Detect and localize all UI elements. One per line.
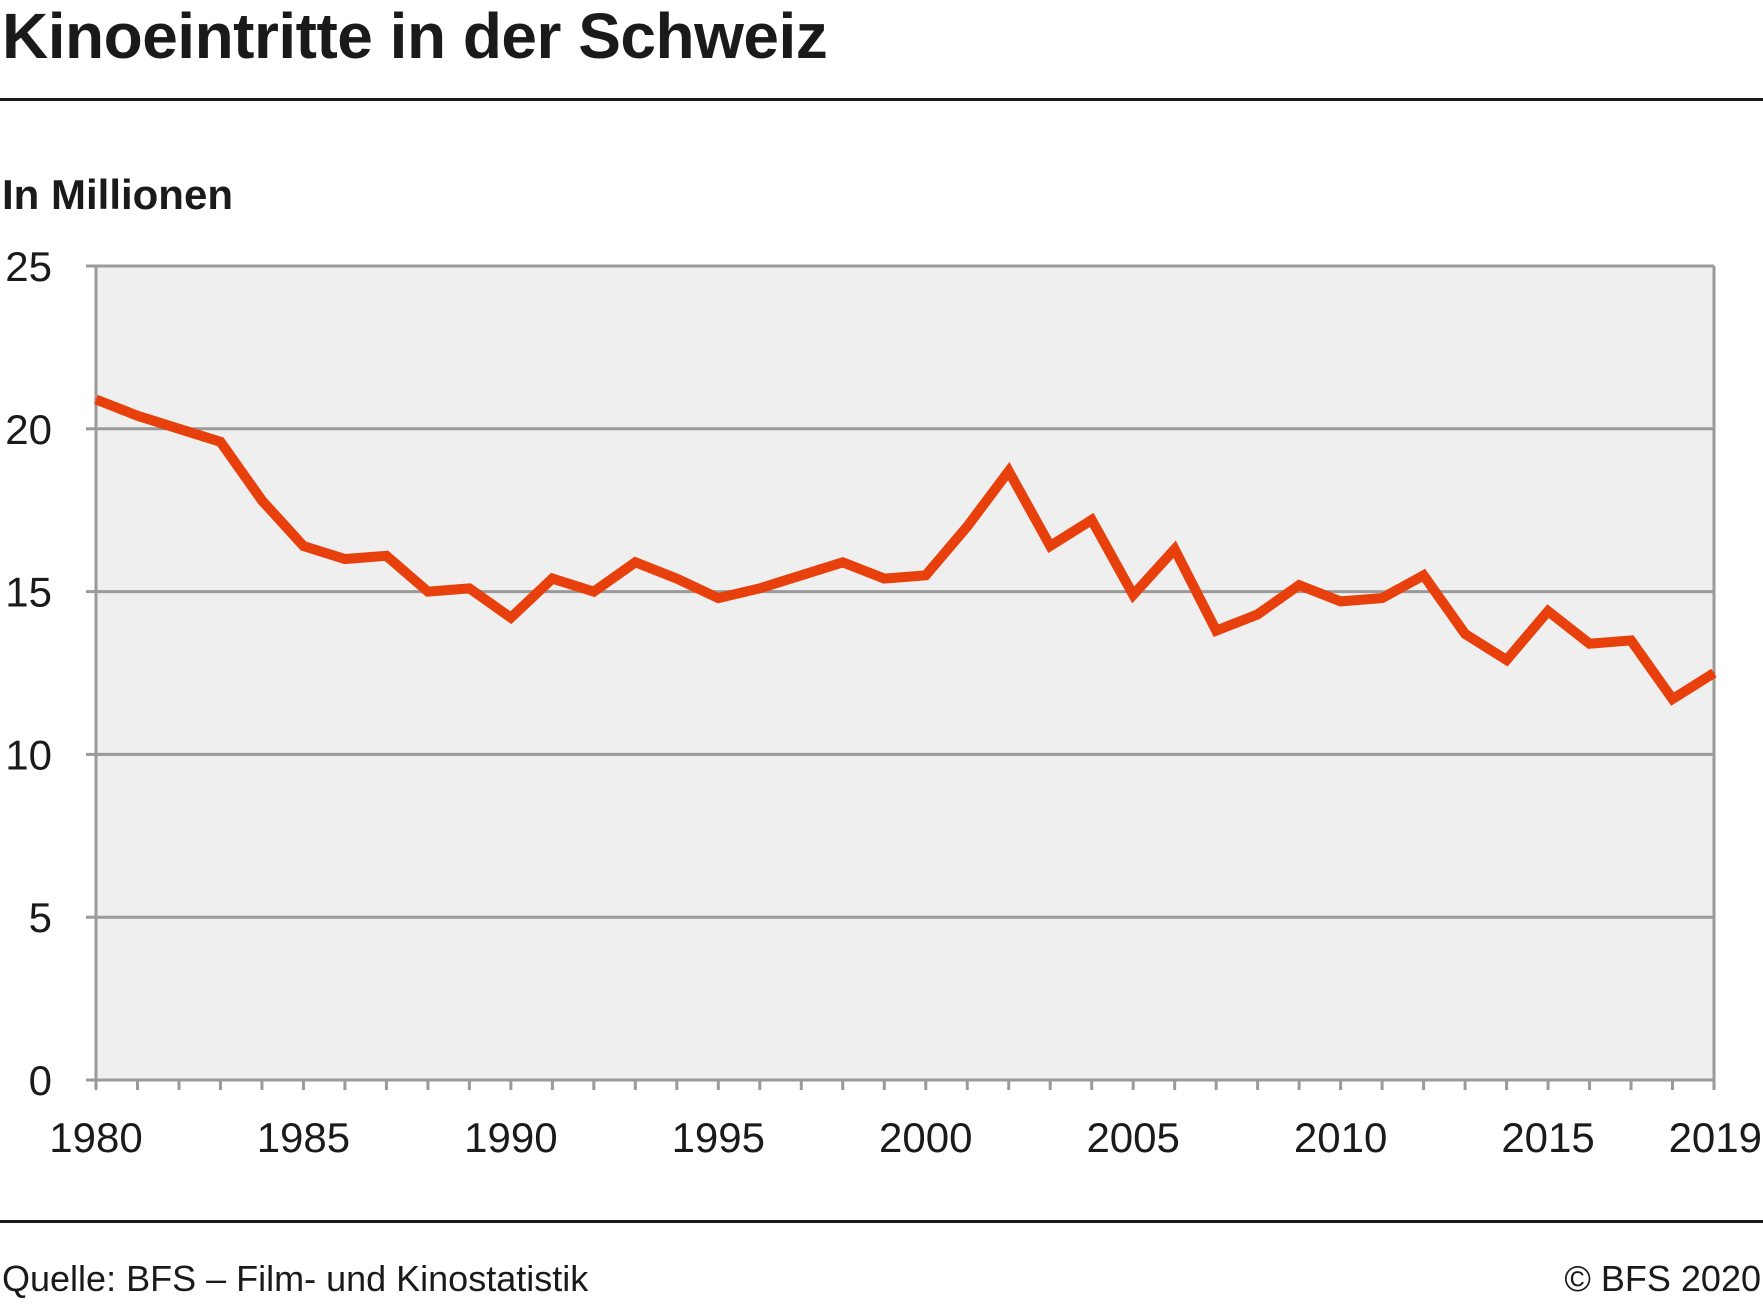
data-point-1992 [592,590,595,593]
data-point-1998 [841,561,844,564]
data-point-2012 [1422,574,1425,577]
data-point-1993 [634,561,637,564]
data-point-2007 [1215,629,1218,632]
x-tick-label-1995: 1995 [672,1114,765,1161]
data-point-2011 [1381,597,1384,600]
data-point-2017 [1630,639,1633,642]
y-tick-label-25: 25 [5,243,52,290]
data-point-1996 [758,587,761,590]
data-point-1986 [343,558,346,561]
x-tick-label-1990: 1990 [464,1114,557,1161]
data-point-1988 [426,590,429,593]
data-point-1994 [675,577,678,580]
copyright-note: © BFS 2020 [1564,1258,1761,1299]
data-point-2002 [1007,470,1010,473]
data-point-2008 [1256,613,1259,616]
plot-area [96,266,1714,1080]
x-tick-marks [94,1080,1716,1090]
x-tick-label-2019: 2019 [1669,1114,1762,1161]
y-tick-label-20: 20 [5,406,52,453]
data-point-2004 [1090,518,1093,521]
data-point-1989 [468,587,471,590]
data-point-1983 [219,440,222,443]
data-point-1997 [800,574,803,577]
y-tick-label-10: 10 [5,731,52,778]
data-point-2009 [1298,584,1301,587]
y-axis-unit-label: In Millionen [2,171,233,218]
data-point-1982 [177,427,180,430]
data-point-1981 [136,414,139,417]
chart-title: Kinoeintritte in der Schweiz [2,0,828,72]
data-point-2005 [1132,593,1135,596]
data-point-2000 [924,574,927,577]
x-tick-label-1985: 1985 [257,1114,350,1161]
data-point-2018 [1671,698,1674,701]
footer-rule [0,1220,1763,1223]
data-point-1980 [95,398,97,401]
data-point-1985 [302,545,305,548]
line-chart: 0 5 10 15 20 25 1980 1985 1990 1995 2000 2005 2010 2… [5,243,1762,1161]
data-point-1999 [883,577,886,580]
series-line-0 [94,394,1717,706]
source-note: Quelle: BFS – Film- und Kinostatistik [2,1258,589,1299]
y-tick-label-5: 5 [29,894,52,941]
x-tick-label-2005: 2005 [1086,1114,1179,1161]
x-tick-labels: 1980 1985 1990 1995 2000 2005 2010 2015 2019 [49,1114,1762,1161]
data-point-2014 [1505,658,1508,661]
y-tick-label-0: 0 [29,1057,52,1104]
data-point-2015 [1547,610,1550,613]
x-tick-label-2000: 2000 [879,1114,972,1161]
data-point-1987 [385,554,388,557]
data-point-2010 [1339,600,1342,603]
data-point-2001 [966,525,969,528]
x-tick-label-2010: 2010 [1294,1114,1387,1161]
data-point-1991 [551,577,554,580]
x-tick-label-2015: 2015 [1501,1114,1594,1161]
x-tick-label-1980: 1980 [49,1114,142,1161]
y-tick-labels: 0 5 10 15 20 25 [5,243,52,1104]
data-point-2016 [1588,642,1591,645]
series-group [94,394,1717,706]
data-point-1995 [717,597,720,600]
data-point-2006 [1173,548,1176,551]
header-rule [0,98,1763,101]
data-point-2019 [1713,672,1715,674]
data-point-1984 [260,499,263,502]
y-tick-label-15: 15 [5,569,52,616]
y-tick-marks [86,264,96,1082]
data-point-2003 [1049,545,1052,548]
data-point-2013 [1464,632,1467,635]
data-point-1990 [509,616,512,619]
